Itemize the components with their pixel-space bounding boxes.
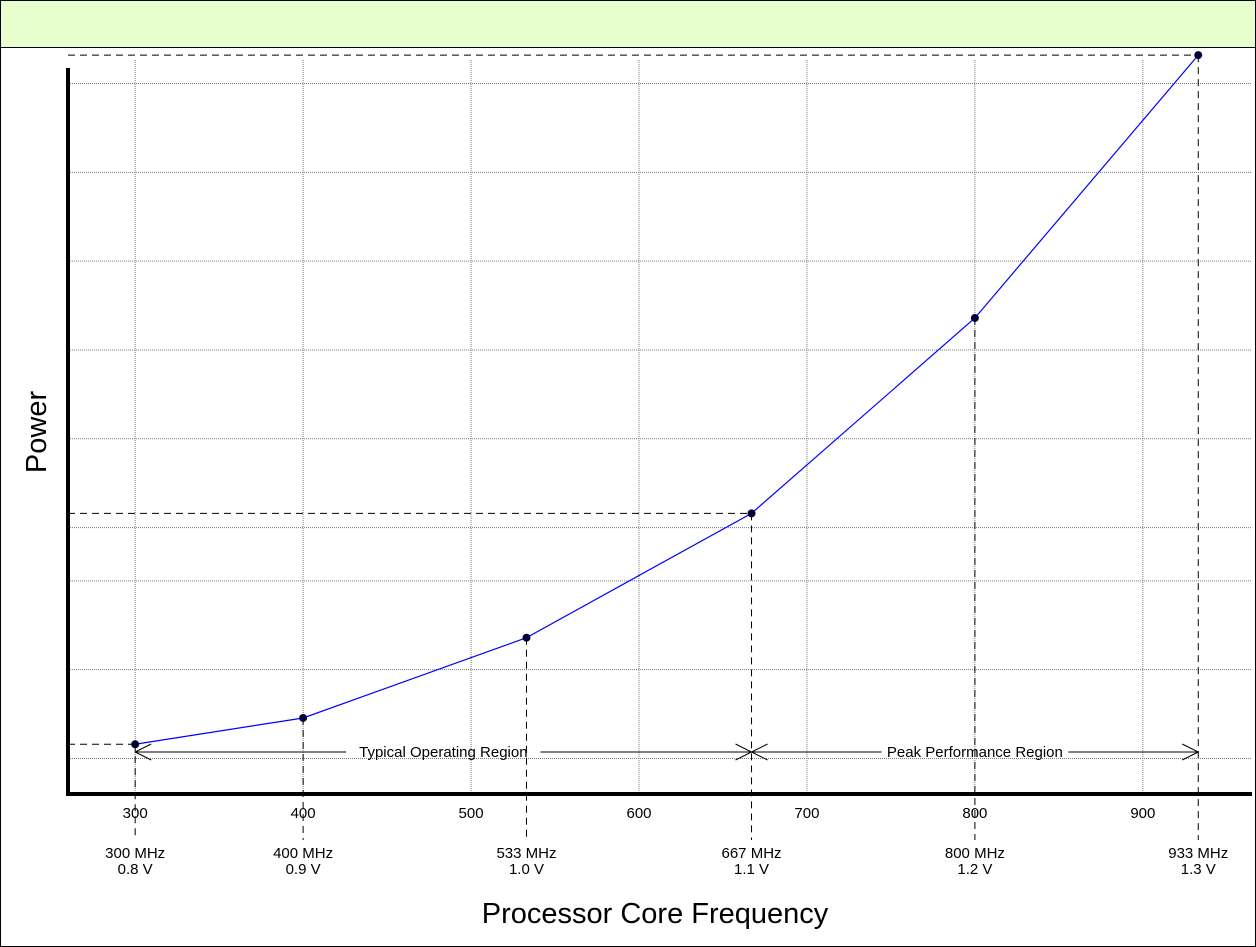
axes bbox=[66, 68, 1252, 796]
region-arrowhead bbox=[750, 743, 768, 761]
data-point bbox=[522, 633, 531, 642]
data-point bbox=[299, 713, 308, 722]
x-tick-label: 500 bbox=[459, 805, 484, 822]
region-arrowhead bbox=[1182, 743, 1200, 761]
x-tick-label: 600 bbox=[626, 805, 651, 822]
frequency-label: 667 MHz bbox=[722, 845, 782, 862]
region-label: Typical Operating Region bbox=[359, 744, 527, 761]
frequency-label: 533 MHz bbox=[496, 845, 556, 862]
frequency-label: 300 MHz bbox=[105, 845, 165, 862]
x-tick-label: 700 bbox=[794, 805, 819, 822]
dashed-markers bbox=[68, 54, 1199, 840]
x-tick-label: 400 bbox=[291, 805, 316, 822]
series bbox=[131, 51, 1203, 749]
frequency-label: 933 MHz bbox=[1168, 845, 1228, 862]
voltage-label: 0.8 V bbox=[118, 861, 153, 878]
power-curve bbox=[135, 54, 1199, 745]
data-point bbox=[131, 740, 140, 749]
data-point bbox=[747, 509, 756, 518]
data-point bbox=[1194, 51, 1203, 60]
region-label: Peak Performance Region bbox=[887, 744, 1063, 761]
voltage-label: 1.2 V bbox=[957, 861, 992, 878]
x-tick-label: 900 bbox=[1130, 805, 1155, 822]
voltage-label: 1.3 V bbox=[1181, 861, 1216, 878]
x-axis-title: Processor Core Frequency bbox=[482, 898, 829, 930]
x-tick-labels: 300 400 500 600 700 800 900 bbox=[123, 805, 1156, 822]
y-axis-title: Power bbox=[21, 391, 53, 474]
region-annotations: Typical Operating Region Peak Performance… bbox=[134, 743, 1200, 761]
voltage-label: 0.9 V bbox=[286, 861, 321, 878]
region-arrowhead bbox=[134, 743, 152, 761]
header-bar bbox=[1, 1, 1255, 48]
grid-lines bbox=[68, 60, 1252, 794]
frequency-label: 400 MHz bbox=[273, 845, 333, 862]
data-point bbox=[970, 313, 979, 322]
x-tick-label: 300 bbox=[123, 805, 148, 822]
voltage-label: 1.1 V bbox=[734, 861, 769, 878]
x-tick-label: 800 bbox=[962, 805, 987, 822]
voltage-label: 1.0 V bbox=[509, 861, 544, 878]
frequency-label: 800 MHz bbox=[945, 845, 1005, 862]
